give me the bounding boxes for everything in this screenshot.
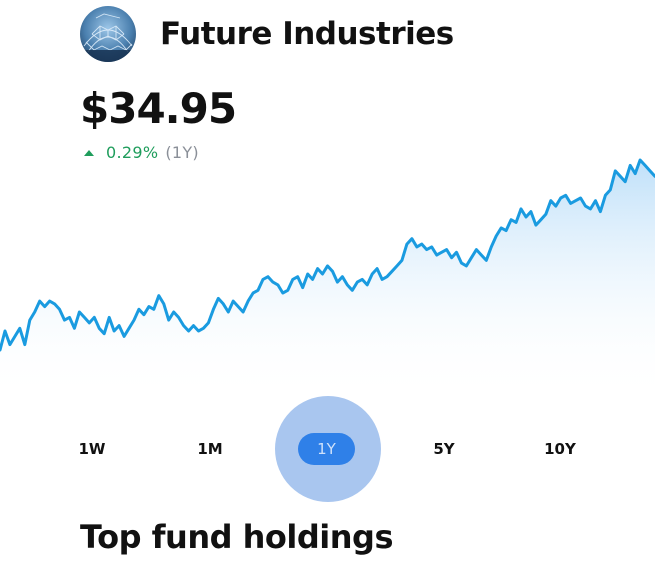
- triangle-up-icon: [84, 150, 94, 156]
- fund-header: Future Industries: [80, 6, 454, 62]
- tab-1w[interactable]: 1W: [78, 440, 106, 458]
- price-chart[interactable]: [0, 150, 655, 400]
- price-change: 0.29% (1Y): [84, 143, 199, 162]
- fund-avatar-icon: [80, 6, 136, 62]
- fund-name: Future Industries: [160, 16, 454, 52]
- tab-1y[interactable]: 1Y: [298, 433, 355, 465]
- chart-series-line: [0, 158, 655, 352]
- tab-5y[interactable]: 5Y: [433, 440, 455, 458]
- change-period: (1Y): [165, 143, 199, 162]
- tab-10y[interactable]: 10Y: [544, 440, 576, 458]
- section-title-top-holdings: Top fund holdings: [80, 518, 393, 556]
- fund-price: $34.95: [80, 84, 237, 133]
- time-range-tabs: 1W 1M 1Y 5Y 10Y: [0, 396, 655, 502]
- tab-1m[interactable]: 1M: [197, 440, 223, 458]
- change-percent: 0.29%: [106, 143, 159, 162]
- chart-area-fill: [0, 160, 655, 400]
